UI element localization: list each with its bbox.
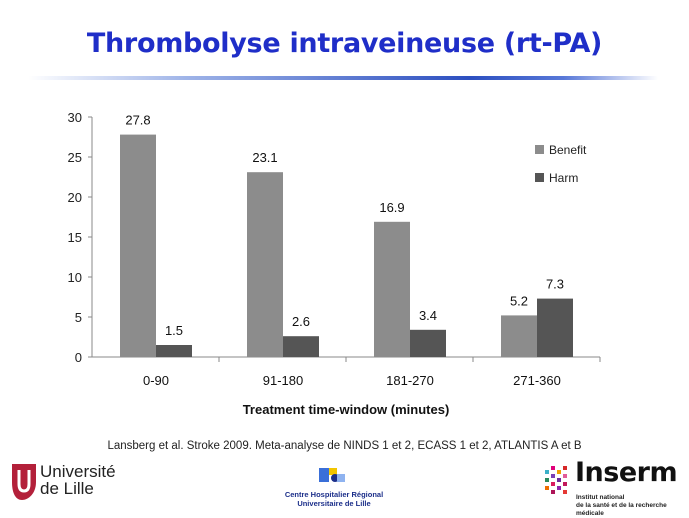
bar-harm-0-90: [156, 345, 192, 357]
x-tick-label: 0-90: [143, 373, 169, 388]
title-underline: [28, 76, 658, 80]
legend-label-harm: Harm: [549, 171, 578, 185]
bar-benefit-181-270: [374, 221, 410, 357]
universite-line-2: de Lille: [40, 479, 94, 498]
x-axis-title: Treatment time-window (minutes): [243, 402, 450, 417]
bar-harm-181-270: [410, 329, 446, 357]
citation: Lansberg et al. Stroke 2009. Meta-analys…: [107, 440, 582, 452]
inserm-dots-icon: [545, 466, 567, 494]
inserm-subtitle: Institut national de la santé et de la r…: [576, 494, 689, 518]
x-tick-label: 181-270: [386, 373, 434, 388]
data-label-harm: 3.4: [419, 308, 437, 323]
y-tick-label: 5: [75, 310, 82, 325]
bar-chart: 0 5 10 15 20 25 30 27.8 23.1 16.9 5.2 1.5 2.6 3.4 7.3 0…: [68, 110, 601, 417]
x-tick-label: 91-180: [263, 373, 303, 388]
y-tick-label: 15: [68, 230, 82, 245]
chr-line-2: Universitaire de Lille: [297, 499, 371, 508]
bar-harm-271-360: [537, 298, 573, 357]
bar-harm-91-180: [283, 336, 319, 357]
slide-title: Thrombolyse intraveineuse (rt-PA): [86, 28, 603, 59]
data-label-harm: 7.3: [546, 277, 564, 292]
inserm-wordmark: Inserm: [575, 457, 678, 488]
y-tick-label: 10: [68, 270, 82, 285]
data-label-benefit: 16.9: [379, 200, 404, 215]
x-tick-label: 271-360: [513, 373, 561, 388]
legend-swatch-benefit: [535, 145, 544, 154]
legend-swatch-harm: [535, 173, 544, 182]
chr-name: Centre Hospitalier Régional Universitair…: [250, 490, 418, 508]
y-tick-label: 25: [68, 150, 82, 165]
y-tick-label: 0: [75, 350, 82, 365]
universite-de-lille-name: Université de Lille: [40, 463, 116, 497]
universite-de-lille-logo: [12, 464, 36, 500]
data-label-benefit: 5.2: [510, 293, 528, 308]
chr-logo: [319, 468, 345, 482]
universite-line-1: Université: [40, 462, 116, 481]
data-label-harm: 1.5: [165, 323, 183, 338]
data-label-benefit: 27.8: [125, 113, 150, 128]
bar-benefit-271-360: [501, 315, 537, 357]
bar-benefit-91-180: [247, 172, 283, 357]
inserm-sub-line-2: de la santé et de la recherche médicale: [576, 502, 667, 517]
data-label-benefit: 23.1: [252, 150, 277, 165]
y-tick-label: 30: [68, 110, 82, 125]
inserm-sub-line-1: Institut national: [576, 494, 625, 501]
legend-label-benefit: Benefit: [549, 143, 587, 157]
y-tick-label: 20: [68, 190, 82, 205]
data-label-harm: 2.6: [292, 314, 310, 329]
chr-line-1: Centre Hospitalier Régional: [284, 490, 384, 499]
bar-benefit-0-90: [120, 134, 156, 357]
